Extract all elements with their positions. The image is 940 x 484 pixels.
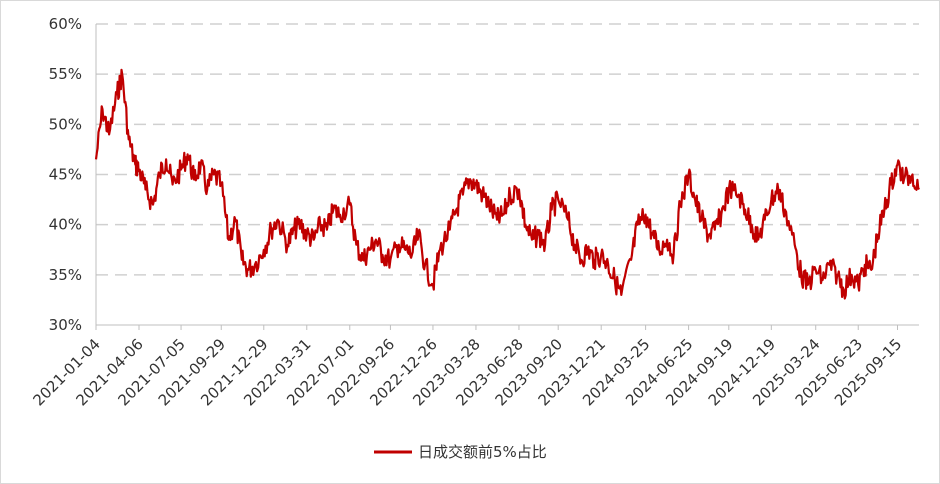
y-tick-label: 60% bbox=[49, 15, 82, 33]
legend: 日成交额前5%占比 bbox=[374, 443, 547, 461]
legend-label: 日成交额前5%占比 bbox=[418, 443, 547, 461]
y-tick-label: 35% bbox=[49, 266, 82, 284]
y-tick-label: 55% bbox=[49, 65, 82, 83]
series-line bbox=[94, 68, 920, 300]
x-axis: 2021-01-042021-04-062021-07-052021-09-29… bbox=[29, 324, 919, 409]
y-tick-label: 40% bbox=[49, 216, 82, 234]
y-tick-label: 45% bbox=[49, 166, 82, 184]
y-axis: 30% 35% 40% 45% 50% 55% 60% bbox=[49, 15, 97, 334]
y-tick-label: 50% bbox=[49, 115, 82, 133]
y-tick-label: 30% bbox=[49, 316, 82, 334]
gridlines bbox=[96, 23, 919, 276]
series-group bbox=[94, 68, 920, 300]
